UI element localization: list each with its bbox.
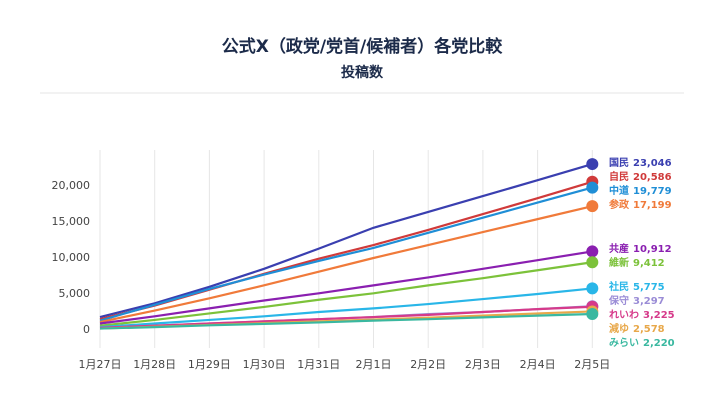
- value-label: 2,220: [643, 338, 675, 349]
- value-label: 9,412: [633, 258, 665, 269]
- series-line: [99, 305, 593, 329]
- end-label: 自民 20,586: [609, 170, 672, 183]
- series-name: 保守: [608, 294, 629, 307]
- series-name: 国民: [609, 157, 629, 169]
- value-label: 5,775: [633, 282, 665, 293]
- x-tick-label: 1月28日: [133, 358, 176, 371]
- y-tick-label: 0: [83, 323, 90, 336]
- end-label: 中道 19,779: [609, 184, 672, 197]
- x-tick-label: 1月27日: [79, 358, 122, 371]
- y-tick-label: 5,000: [59, 287, 91, 300]
- value-label: 3,297: [633, 296, 665, 307]
- value-label: 17,199: [633, 200, 672, 211]
- series-name: 参政: [609, 198, 630, 211]
- series-line: [99, 287, 593, 329]
- series-line: [99, 186, 593, 322]
- end-label: みらい 2,220: [609, 337, 675, 349]
- end-dot: [586, 256, 599, 269]
- end-dot: [586, 282, 599, 295]
- value-label: 23,046: [633, 158, 672, 169]
- series-name: 減ゆ: [609, 322, 629, 335]
- end-label: 保守 3,297: [608, 294, 665, 307]
- x-tick-label: 2月5日: [574, 358, 610, 371]
- end-label: 社民 5,775: [608, 280, 665, 293]
- series-line: [99, 261, 593, 327]
- x-tick-label: 2月1日: [356, 358, 392, 371]
- y-tick-label: 20,000: [52, 179, 91, 192]
- end-dot: [586, 200, 599, 213]
- end-label: 共産 10,912: [609, 242, 672, 255]
- end-dot: [586, 181, 599, 194]
- end-dot: [586, 245, 599, 258]
- series-name: 社民: [608, 280, 629, 293]
- y-tick-label: 15,000: [52, 215, 91, 228]
- series-name: みらい: [609, 337, 639, 349]
- chart-title: 公式X（政党/党首/候補者）各党比較: [222, 36, 504, 57]
- series-line: [99, 205, 593, 324]
- series-line: [99, 250, 593, 325]
- x-tick-label: 1月29日: [188, 358, 231, 371]
- value-label: 20,586: [633, 172, 672, 183]
- series-name: 中道: [609, 184, 629, 197]
- chart-subtitle: 投稿数: [341, 64, 384, 81]
- value-label: 19,779: [633, 186, 672, 197]
- end-label: 参政 17,199: [609, 198, 672, 211]
- x-tick-label: 1月31日: [297, 358, 340, 371]
- value-label: 10,912: [633, 244, 672, 255]
- x-tick-label: 2月4日: [520, 358, 556, 371]
- x-tick-label: 2月2日: [410, 358, 446, 371]
- end-label: れいわ 3,225: [609, 309, 675, 321]
- series-name: 共産: [609, 242, 629, 255]
- value-label: 3,225: [643, 310, 675, 321]
- end-dot: [586, 308, 599, 321]
- series-name: れいわ: [609, 309, 639, 321]
- end-dot: [586, 158, 599, 171]
- end-label: 国民 23,046: [609, 157, 672, 169]
- series-name: 維新: [609, 256, 629, 269]
- value-label: 2,578: [633, 324, 665, 335]
- series-line: [99, 163, 593, 319]
- y-tick-label: 10,000: [52, 251, 91, 264]
- x-tick-label: 1月30日: [243, 358, 286, 371]
- series-line: [99, 312, 593, 330]
- end-label: 減ゆ 2,578: [609, 322, 665, 335]
- end-label: 維新 9,412: [609, 256, 665, 269]
- series-name: 自民: [609, 170, 629, 183]
- x-tick-label: 2月3日: [465, 358, 501, 371]
